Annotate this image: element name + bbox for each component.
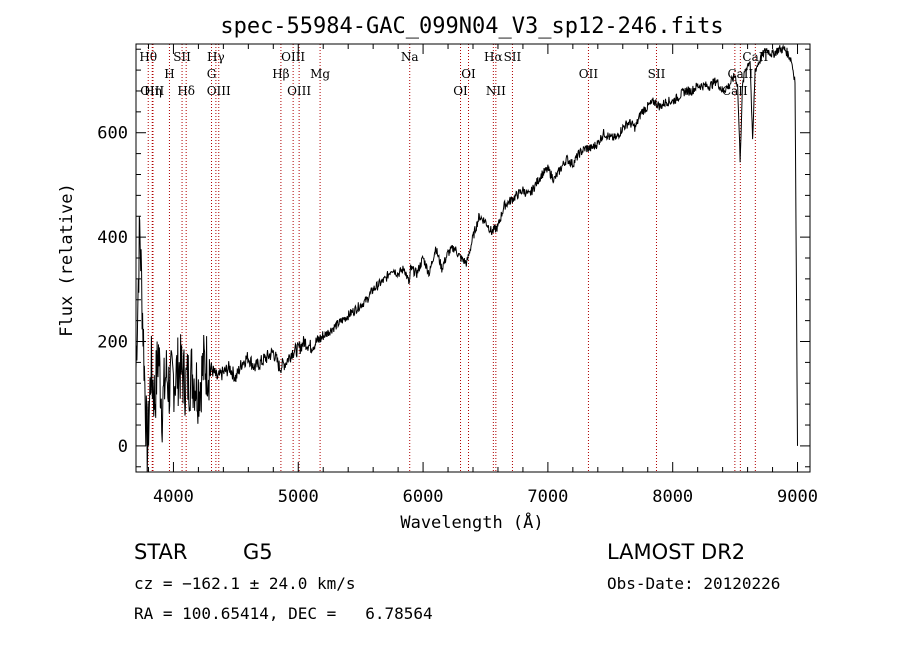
- line-label-16: Hα: [484, 50, 503, 64]
- x-axis-label: Wavelength (Å): [400, 511, 543, 533]
- x-tick-label-5: 9000: [777, 487, 818, 507]
- x-tick-label-4: 8000: [652, 487, 693, 507]
- line-label-19: OII: [579, 67, 599, 81]
- spectrum-line: [135, 44, 798, 473]
- line-label-20: SII: [648, 67, 666, 81]
- x-tick-label-0: 4000: [153, 487, 194, 507]
- y-tick-label-2: 400: [97, 228, 128, 248]
- y-axis-label: Flux (relative): [57, 183, 77, 337]
- coordinates: RA = 100.65414, DEC = 6.78564: [134, 604, 433, 623]
- line-label-7: G: [207, 67, 217, 81]
- line-label-2: Hη: [144, 84, 162, 98]
- line-label-11: OIII: [287, 84, 311, 98]
- line-label-0: Hθ: [139, 50, 157, 64]
- line-label-4: SII: [173, 50, 191, 64]
- line-label-10: Hβ: [272, 67, 289, 81]
- y-axis: 0 200 400 600: [97, 48, 810, 468]
- line-label-1: OIII: [140, 84, 164, 98]
- line-label-9: OIII: [281, 50, 305, 64]
- line-label-3: H: [164, 67, 174, 81]
- line-label-6: Hγ: [207, 50, 225, 64]
- line-label-22: CaII: [742, 50, 768, 64]
- line-label-15: OI: [453, 84, 468, 98]
- plot-frame: [135, 43, 811, 473]
- redshift-velocity: cz = −162.1 ± 24.0 km/s: [134, 574, 356, 593]
- y-tick-label-3: 600: [97, 124, 128, 144]
- x-tick-label-3: 7000: [527, 487, 568, 507]
- line-label-8: OIII: [207, 84, 231, 98]
- line-label-14: OI: [461, 67, 476, 81]
- line-label-18: NII: [486, 84, 506, 98]
- object-class: STAR: [134, 540, 188, 564]
- observation-date: Obs-Date: 20120226: [607, 574, 781, 593]
- line-label-5: Hδ: [177, 84, 195, 98]
- line-label-12: Mg: [310, 67, 330, 81]
- object-subclass: G5: [243, 540, 273, 564]
- y-tick-label-0: 0: [118, 437, 128, 457]
- line-label-17: SII: [504, 50, 522, 64]
- line-label-13: Na: [401, 50, 419, 64]
- emission-line-markers: HθOIIIHηHSIIHδHγGOIIIOIIIHβOIIIMgNaOIOIH…: [139, 44, 768, 472]
- x-axis: 4000 5000 6000 7000 8000 9000: [147, 44, 818, 507]
- y-tick-label-1: 200: [97, 333, 128, 353]
- chart-title: spec-55984-GAC_099N04_V3_sp12-246.fits: [220, 14, 723, 39]
- survey-name: LAMOST DR2: [607, 540, 746, 564]
- x-tick-label-1: 5000: [278, 487, 319, 507]
- x-tick-label-2: 6000: [403, 487, 444, 507]
